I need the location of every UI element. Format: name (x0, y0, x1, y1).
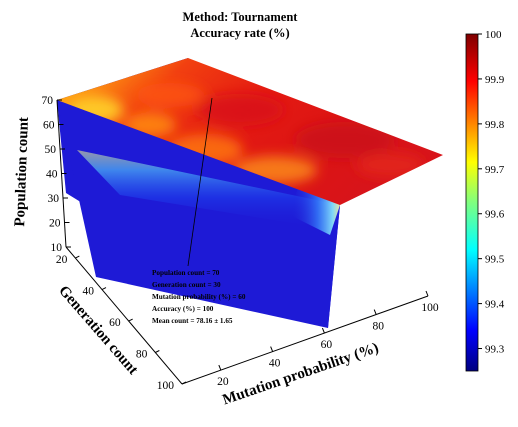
y-tick-label: 20 (56, 254, 68, 266)
x-axis-ticks: 20 40 60 80 100 (217, 290, 439, 388)
colorbar-tick-label: 99.8 (485, 119, 505, 131)
y-tick-label: 60 (109, 317, 121, 329)
y-tick-mark (155, 350, 160, 353)
z-tick-label: 60 (43, 120, 55, 132)
y-axis-ticks: 20 40 60 80 100 (56, 254, 187, 392)
slice-front (57, 100, 340, 328)
z-tick-label: 40 (46, 169, 58, 181)
chart-subtitle: Accuracy rate (%) (190, 26, 289, 40)
colorbar-tick-label: 99.9 (485, 74, 505, 86)
x-tick-label: 40 (269, 358, 281, 370)
colorbar-tick-label: 100 (485, 29, 502, 41)
x-tick-mark (425, 290, 429, 297)
y-axis-label: Generation count (55, 283, 141, 378)
z-tick-label: 20 (49, 218, 61, 230)
x-tick-mark (218, 364, 222, 371)
y-tick-mark (101, 287, 107, 290)
colorbar-gradient (465, 33, 479, 372)
y-tick-mark (181, 381, 187, 385)
x-axis-label: Mutation probability (%) (221, 340, 381, 408)
z-tick-label: 50 (45, 144, 57, 156)
x-tick-mark (270, 346, 274, 352)
z-axis-label: Population count (12, 117, 32, 227)
annotation-line-mean: Mean count = 78.16 ± 1.65 (152, 317, 233, 325)
slice-population-count (57, 58, 443, 205)
annotation-box: Population count = 70 Generation count =… (152, 269, 246, 325)
colorbar-tick-label: 99.3 (485, 344, 505, 356)
y-tick-mark (128, 318, 133, 322)
annotation-line-accuracy: Accuracy (%) = 100 (152, 305, 214, 313)
x-tick-mark (321, 327, 325, 334)
y-tick-label: 80 (136, 349, 148, 361)
y-tick-label: 100 (157, 380, 175, 392)
z-tick-label: 10 (51, 242, 63, 254)
colorbar-tick-label: 99.7 (485, 164, 505, 176)
colorbar-tick-label: 99.5 (485, 254, 505, 266)
annotation-leader-line (187, 97, 213, 267)
colorbar-tick-label: 99.6 (485, 209, 505, 221)
z-axis-ticks: 10 20 30 40 50 60 70 (42, 95, 71, 254)
annotation-line-generation: Generation count = 30 (152, 281, 221, 289)
z-tick-label: 30 (48, 193, 60, 205)
annotation-line-mutation: Mutation probability (%) = 60 (152, 293, 246, 301)
y-tick-mark (75, 255, 80, 259)
annotation-line-population: Population count = 70 (152, 269, 220, 277)
z-tick-label: 70 (42, 95, 54, 107)
x-tick-label: 80 (372, 321, 384, 333)
x-tick-label: 20 (217, 376, 229, 388)
chart-title: Method: Tournament (183, 10, 299, 24)
colorbar: 99.3 99.4 99.5 99.6 99.7 99.8 99.9 100 (465, 29, 505, 372)
colorbar-tick-label: 99.4 (485, 299, 505, 311)
y-tick-label: 40 (83, 286, 95, 298)
x-tick-mark (373, 309, 377, 315)
x-tick-label: 100 (421, 302, 439, 314)
x-tick-label: 60 (321, 339, 333, 351)
colorbar-ticks: 99.3 99.4 99.5 99.6 99.7 99.8 99.9 100 (478, 29, 505, 356)
